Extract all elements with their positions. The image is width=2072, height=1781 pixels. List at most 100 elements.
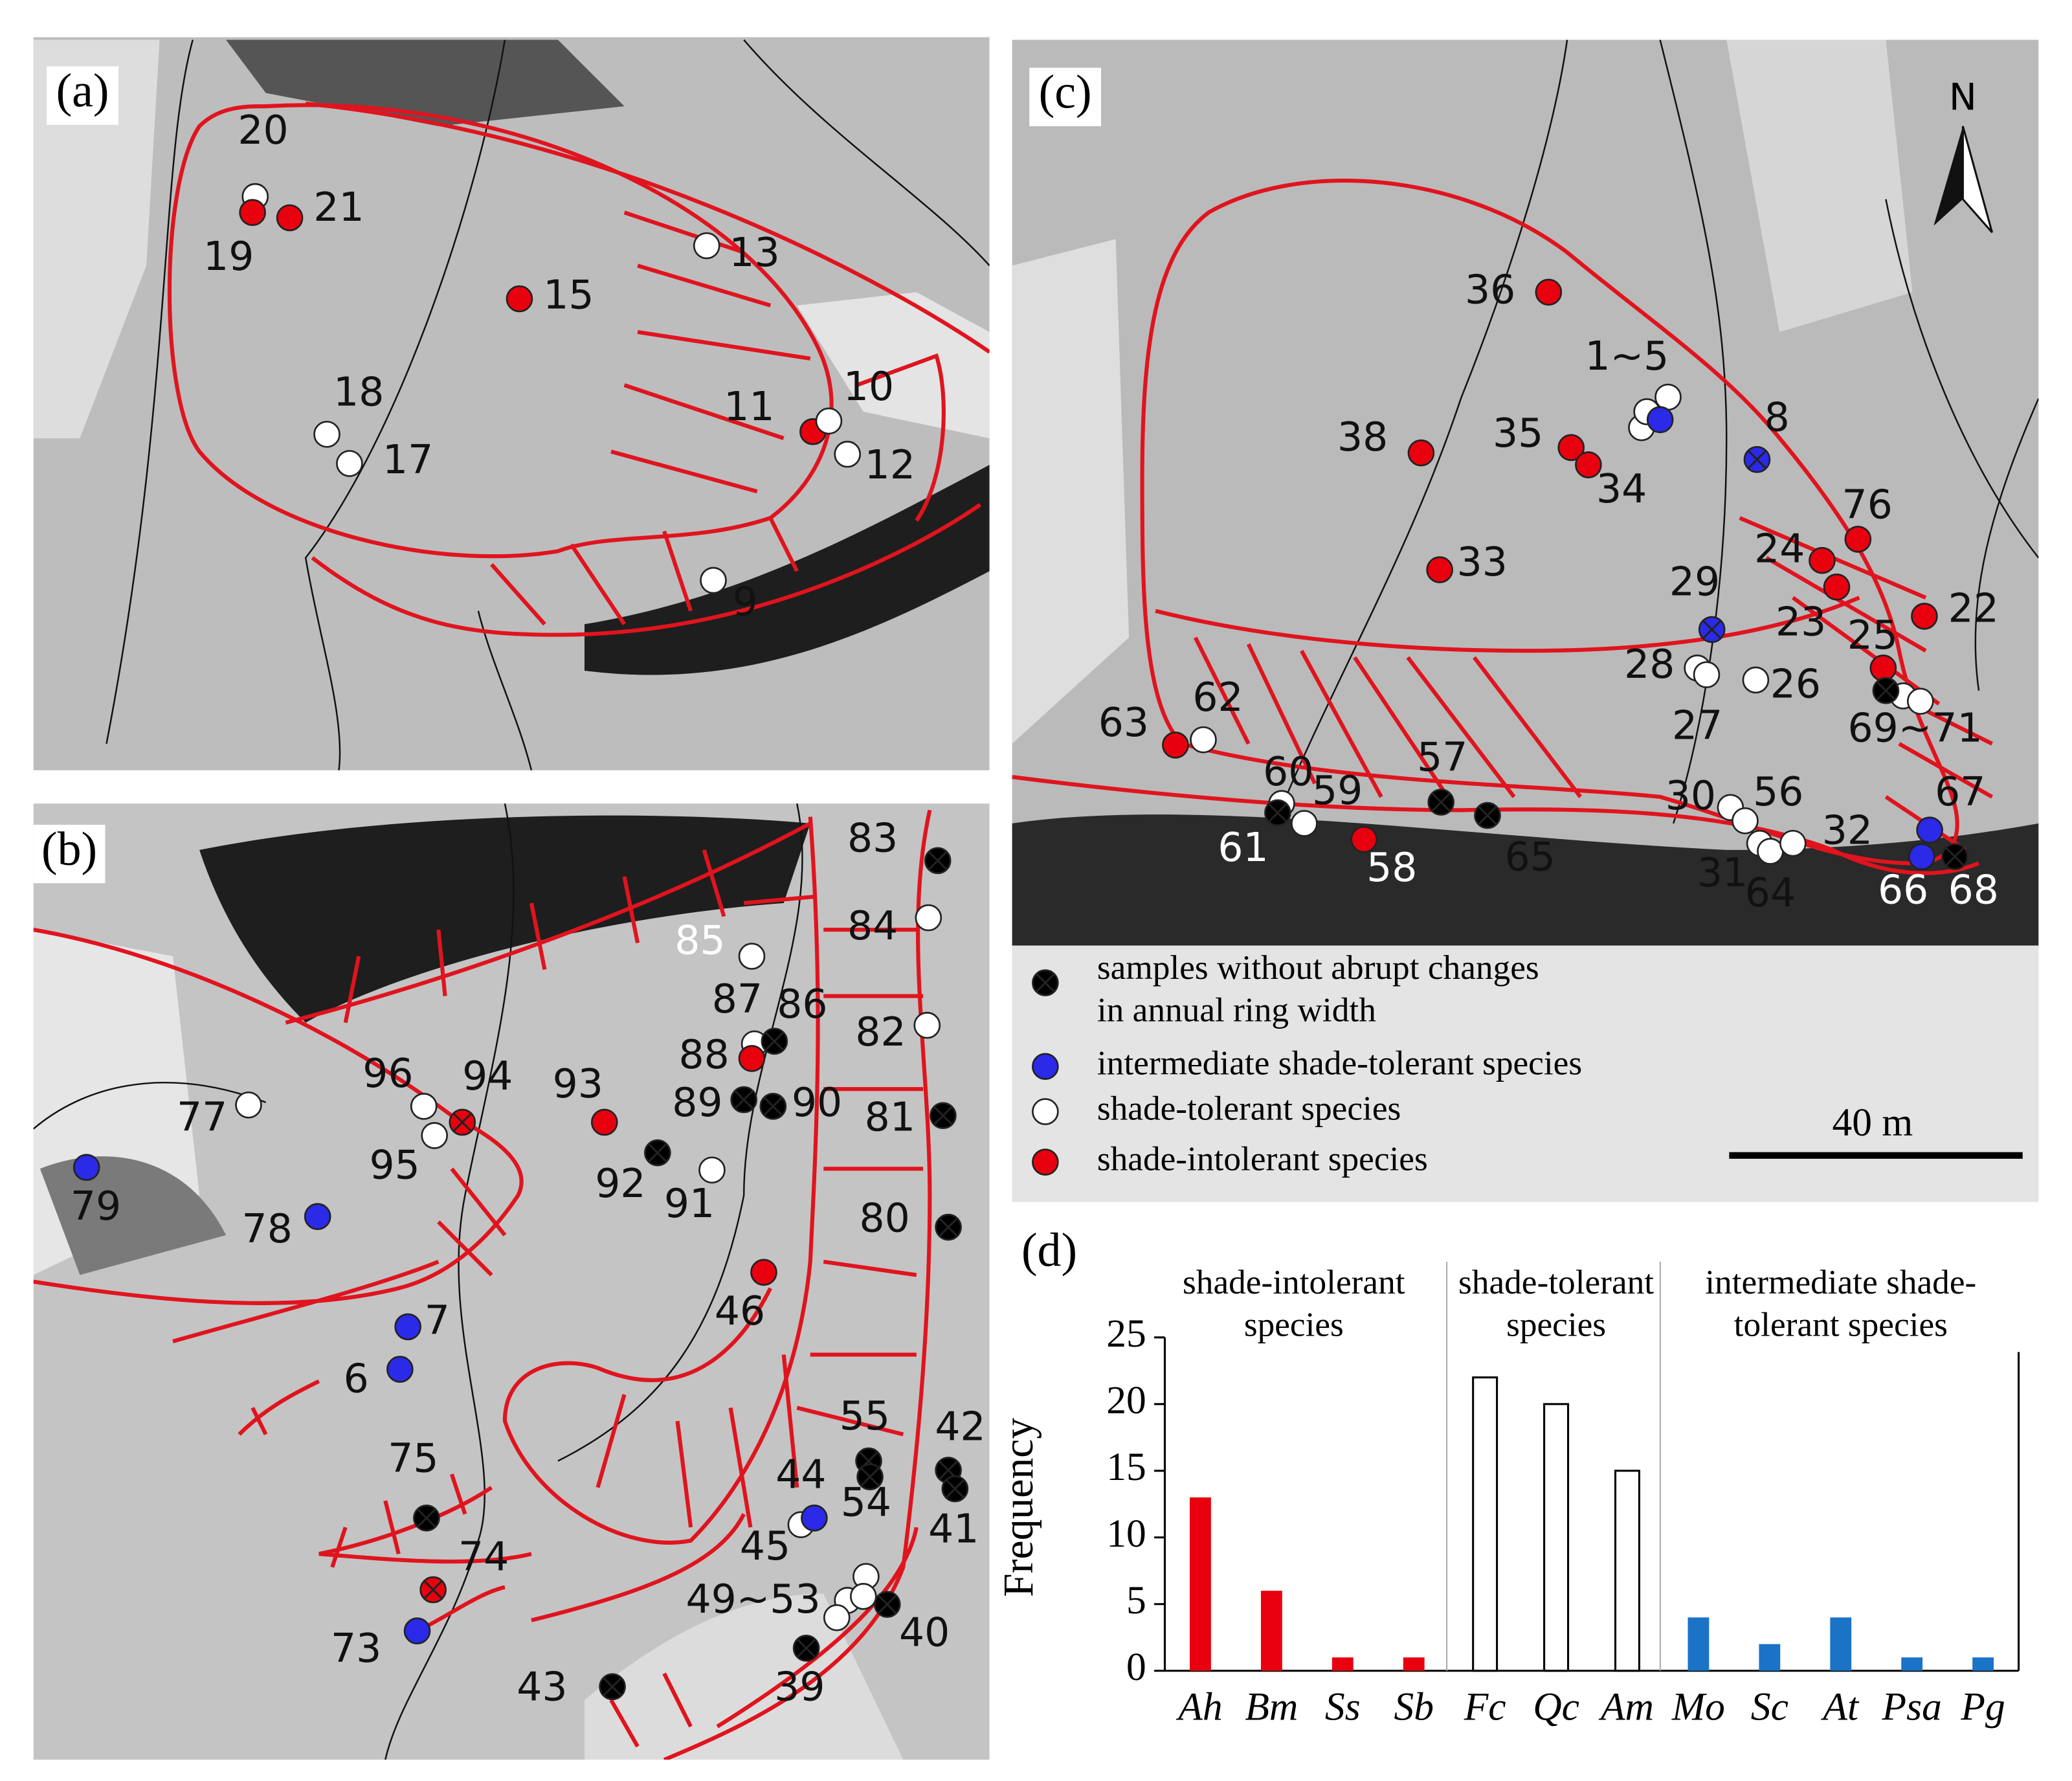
- point-label: 81: [865, 1093, 915, 1140]
- point-label: 12: [865, 442, 915, 488]
- point-label: 61: [1218, 824, 1268, 871]
- point-label: 59: [1312, 767, 1363, 814]
- bar: [1688, 1617, 1710, 1671]
- point-label: 10: [843, 363, 894, 410]
- y-tick-label: 20: [1106, 1378, 1146, 1422]
- point-label: 93: [553, 1060, 603, 1107]
- x-tick-label: Sc: [1751, 1685, 1788, 1729]
- group-label: tolerant species: [1734, 1305, 1948, 1344]
- sample-cross: [423, 1580, 443, 1600]
- sample-cross: [648, 1143, 667, 1163]
- group-label: intermediate shade-: [1705, 1262, 1976, 1301]
- scale-label: 40 m: [1832, 1101, 1913, 1145]
- point-label: 80: [859, 1194, 909, 1241]
- point-label: 1~5: [1585, 333, 1669, 379]
- point-label: 31: [1697, 849, 1748, 896]
- point-label: 46: [715, 1288, 765, 1334]
- sample-marker: [1654, 383, 1682, 411]
- point-label: 88: [678, 1031, 729, 1078]
- y-tick-label: 10: [1106, 1512, 1146, 1556]
- point-label: 58: [1366, 844, 1417, 891]
- sample-cross: [452, 1113, 472, 1132]
- bar: [1759, 1644, 1781, 1671]
- sample-cross: [1431, 792, 1451, 812]
- sample-marker: [750, 1259, 777, 1286]
- sample-marker: [403, 1617, 431, 1645]
- relief: [1012, 239, 1130, 744]
- point-label: 63: [1098, 699, 1149, 746]
- bar: [1830, 1617, 1852, 1671]
- sample-marker: [1426, 556, 1453, 583]
- group-label: shade-intolerant: [1183, 1262, 1405, 1301]
- bar: [1472, 1376, 1498, 1672]
- x-tick-label: Ss: [1325, 1685, 1361, 1729]
- sample-cross: [603, 1677, 622, 1696]
- point-label: 30: [1665, 772, 1716, 819]
- point-label: 40: [899, 1609, 950, 1655]
- sample-marker: [1911, 603, 1938, 630]
- group-label: species: [1244, 1305, 1344, 1344]
- point-label: 87: [712, 976, 763, 1022]
- bar: [1190, 1497, 1211, 1671]
- point-label: 94: [462, 1053, 513, 1099]
- point-label: 25: [1847, 612, 1898, 658]
- sample-marker: [1535, 278, 1563, 306]
- point-label: 89: [672, 1079, 722, 1126]
- point-label: 85: [674, 917, 725, 964]
- point-label: 77: [177, 1093, 227, 1140]
- sample-cross: [764, 1031, 784, 1051]
- point-label: 7: [425, 1297, 450, 1343]
- point-label: 54: [841, 1479, 891, 1525]
- x-tick-label: Am: [1598, 1685, 1654, 1729]
- sample-marker: [1162, 732, 1189, 759]
- panel-label: (a): [56, 64, 109, 117]
- x-tick-label: Ah: [1175, 1685, 1222, 1729]
- sample-marker: [276, 204, 304, 232]
- point-label: 65: [1504, 833, 1555, 880]
- stream: [1885, 199, 2039, 559]
- sample-marker: [738, 943, 766, 970]
- sample-marker: [823, 1604, 851, 1631]
- point-label: 22: [1948, 585, 1999, 632]
- sample-marker: [834, 440, 862, 468]
- x-tick-label: Mo: [1671, 1685, 1725, 1729]
- point-label: 24: [1754, 525, 1805, 572]
- sample-marker: [304, 1203, 331, 1230]
- stream: [743, 39, 990, 267]
- x-tick-label: Qc: [1533, 1685, 1579, 1729]
- point-label: 95: [369, 1141, 419, 1188]
- point-label: 43: [517, 1664, 567, 1710]
- point-label: 15: [543, 272, 594, 319]
- point-label: 21: [313, 184, 364, 230]
- sample-marker: [1809, 546, 1836, 574]
- sample-marker: [698, 1156, 726, 1184]
- map-b: [33, 803, 990, 1760]
- point-label: 92: [595, 1160, 645, 1207]
- point-label: 17: [383, 436, 433, 483]
- sample-marker: [913, 1011, 941, 1039]
- point-label: 83: [847, 815, 898, 862]
- point-label: 75: [388, 1435, 438, 1482]
- relief: [199, 815, 810, 1023]
- point-label: 55: [840, 1393, 890, 1439]
- point-label: 20: [238, 107, 288, 153]
- point-label: 57: [1417, 734, 1467, 781]
- point-label: 34: [1596, 465, 1647, 512]
- sample-marker: [1032, 1098, 1059, 1125]
- map-a: [33, 37, 990, 770]
- sample-marker: [1693, 661, 1721, 688]
- sample-marker: [72, 1154, 100, 1182]
- sample-cross: [933, 1106, 953, 1125]
- bar: [1543, 1403, 1570, 1672]
- map-c: N: [1012, 39, 2039, 946]
- point-label: 11: [724, 383, 774, 430]
- sample-marker: [313, 421, 340, 448]
- point-label: 90: [792, 1079, 842, 1126]
- bar: [1901, 1657, 1923, 1671]
- sample-marker: [239, 199, 266, 227]
- point-label: 73: [331, 1625, 381, 1672]
- bar: [1614, 1470, 1640, 1672]
- sample-marker: [915, 904, 942, 932]
- bar: [1972, 1657, 1994, 1671]
- x-tick-label: Pg: [1960, 1685, 2005, 1729]
